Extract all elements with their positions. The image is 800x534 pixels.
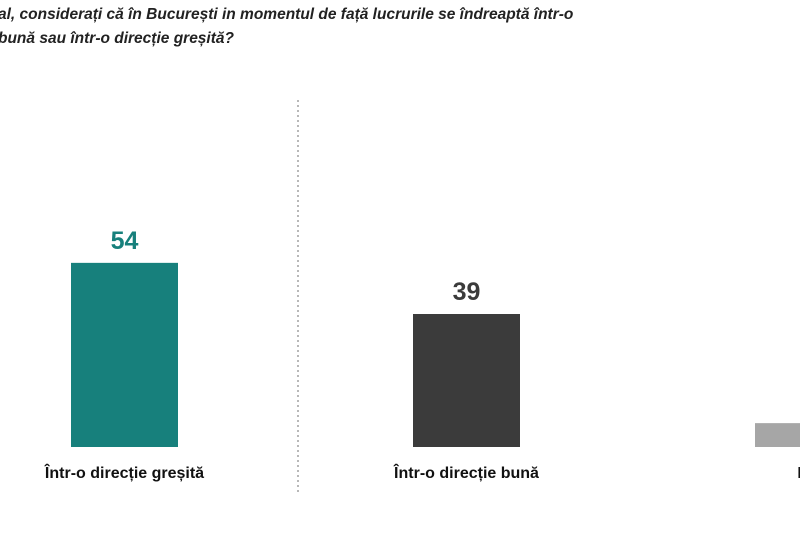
bar bbox=[71, 262, 178, 447]
bar bbox=[755, 423, 800, 447]
value-label: 39 bbox=[453, 278, 481, 306]
bar bbox=[413, 314, 520, 447]
category-label: NS bbox=[797, 465, 800, 482]
value-label: 54 bbox=[111, 227, 139, 255]
chart-title: bună sau într-o direcție greșită? bbox=[0, 30, 235, 47]
category-label: Într-o direcție bună bbox=[393, 463, 539, 482]
category-label: Într-o direcție greșită bbox=[44, 463, 204, 482]
chart-title: al, considerați că în București in momen… bbox=[0, 6, 573, 23]
